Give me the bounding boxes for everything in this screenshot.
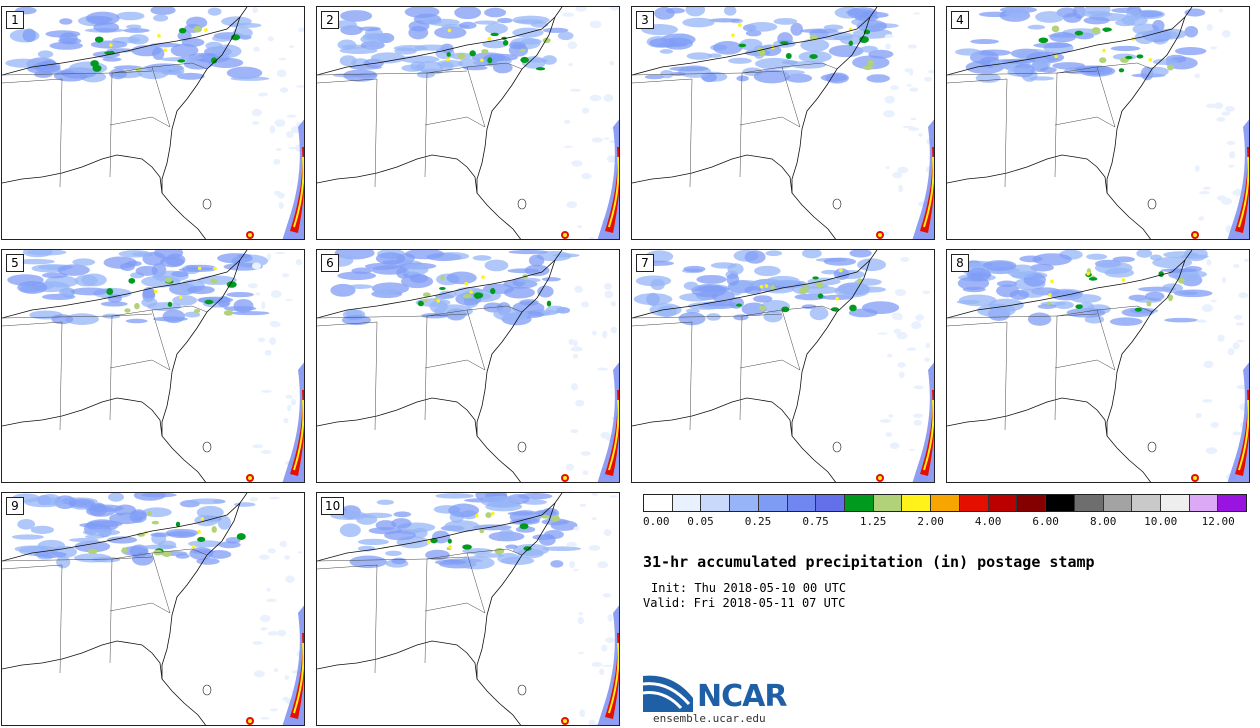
precipitation-color-bar <box>643 494 1247 512</box>
member-number-label: 3 <box>636 11 654 29</box>
precipitation-map <box>632 7 934 239</box>
precipitation-map <box>2 250 304 482</box>
color-bar-swatch <box>1189 495 1219 511</box>
color-bar-tick-label: 0.00 <box>643 515 670 528</box>
color-bar-tick-label: 12.00 <box>1201 515 1235 528</box>
postage-stamp-map-7: 7 <box>631 249 935 483</box>
ncar-logo-icon <box>643 675 693 712</box>
postage-stamp-map-2: 2 <box>316 6 620 240</box>
postage-stamp-map-9: 9 <box>1 492 305 726</box>
member-number-label: 5 <box>6 254 24 272</box>
color-bar-tick-labels: 0.00 0.05 0.25 0.75 1.25 2.00 4.00 6.00 8.00 10.0… <box>643 515 1247 529</box>
init-time-text: Init: Thu 2018-05-10 00 UTC <box>651 581 847 595</box>
color-bar-swatch <box>1046 495 1075 511</box>
color-bar-swatch <box>1218 495 1247 511</box>
color-bar-swatch <box>1160 495 1190 511</box>
postage-stamp-map-8: 8 <box>946 249 1250 483</box>
precipitation-map <box>317 250 619 482</box>
ncar-wordmark: NCAR <box>697 679 787 714</box>
color-bar-swatch <box>873 495 903 511</box>
precipitation-map <box>2 493 304 725</box>
color-bar-tick-label: 6.00 <box>1032 515 1059 528</box>
color-bar-tick-label: 4.00 <box>974 515 1002 528</box>
precipitation-map <box>947 250 1249 482</box>
member-number-label: 1 <box>6 11 24 29</box>
color-bar-tick-label: 8.00 <box>1089 515 1117 528</box>
member-number-label: 2 <box>321 11 339 29</box>
postage-stamp-map-6: 6 <box>316 249 620 483</box>
member-number-label: 4 <box>951 11 969 29</box>
color-bar-swatch <box>672 495 702 511</box>
color-bar-tick-label: 2.00 <box>917 515 944 528</box>
postage-stamp-map-3: 3 <box>631 6 935 240</box>
color-bar-swatch <box>758 495 788 511</box>
color-bar-swatch <box>1132 495 1161 511</box>
member-number-label: 8 <box>951 254 969 272</box>
color-bar-swatch <box>1017 495 1047 511</box>
precipitation-map <box>317 7 619 239</box>
precipitation-map <box>947 7 1249 239</box>
color-bar-swatch <box>701 495 731 511</box>
color-bar-tick-label: 0.25 <box>744 515 772 528</box>
color-bar-swatch <box>1074 495 1104 511</box>
color-bar-swatch <box>931 495 960 511</box>
color-bar-swatch <box>845 495 874 511</box>
precipitation-map <box>632 250 934 482</box>
precipitation-map <box>317 493 619 725</box>
member-number-label: 7 <box>636 254 654 272</box>
postage-stamp-map-1: 1 <box>1 6 305 240</box>
color-bar-tick-label: 0.75 <box>802 515 829 528</box>
member-number-label: 9 <box>6 497 24 515</box>
color-bar-swatch <box>730 495 759 511</box>
color-bar-swatch <box>1103 495 1133 511</box>
precipitation-map <box>2 7 304 239</box>
color-bar-swatch <box>787 495 817 511</box>
logo-url-text: ensemble.ucar.edu <box>653 712 766 725</box>
valid-time-text: Valid: Fri 2018-05-11 07 UTC <box>643 596 846 610</box>
member-number-label: 10 <box>321 497 345 515</box>
color-bar-swatch <box>959 495 989 511</box>
member-number-label: 6 <box>321 254 339 272</box>
color-bar-tick-label: 0.05 <box>687 515 714 528</box>
color-bar-swatch <box>816 495 846 511</box>
color-bar-tick-label: 1.25 <box>859 515 887 528</box>
postage-stamp-map-4: 4 <box>946 6 1250 240</box>
color-bar-tick-label: 10.00 <box>1144 515 1178 528</box>
plot-title: 31-hr accumulated precipitation (in) pos… <box>643 553 1095 571</box>
color-bar-swatch <box>988 495 1018 511</box>
postage-stamp-map-10: 10 <box>316 492 620 726</box>
postage-stamp-map-5: 5 <box>1 249 305 483</box>
color-bar-swatch <box>902 495 932 511</box>
color-bar-swatch <box>644 495 673 511</box>
